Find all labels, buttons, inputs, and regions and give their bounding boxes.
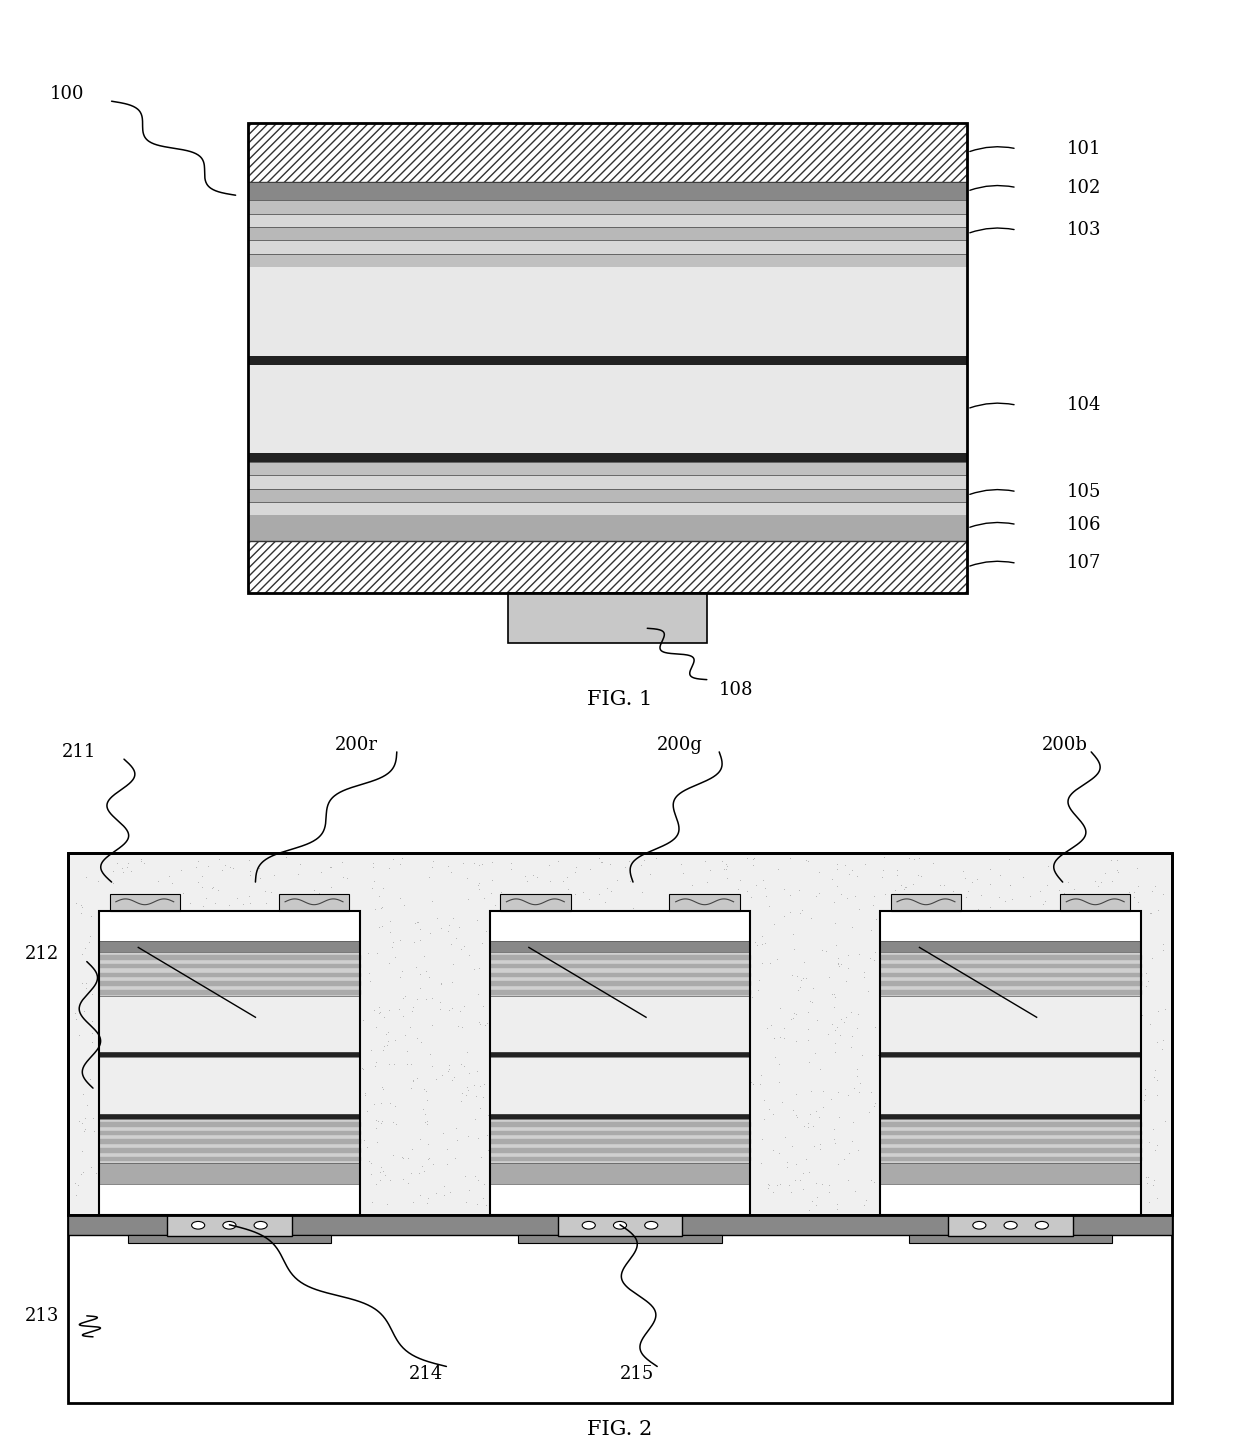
Bar xyxy=(490,1057,750,1113)
Bar xyxy=(248,214,967,227)
Bar xyxy=(518,1235,722,1244)
Bar xyxy=(508,593,707,643)
Bar xyxy=(248,356,967,364)
Bar xyxy=(490,1119,750,1163)
Bar xyxy=(490,911,750,941)
Bar xyxy=(880,911,1141,1215)
Bar xyxy=(99,1119,360,1163)
Bar xyxy=(128,1235,331,1244)
Circle shape xyxy=(223,1222,236,1229)
Text: 103: 103 xyxy=(1066,221,1101,239)
Bar xyxy=(109,894,180,911)
Bar xyxy=(248,268,967,356)
Text: 200g: 200g xyxy=(657,736,703,753)
Bar xyxy=(490,953,750,996)
Bar xyxy=(670,894,740,911)
Circle shape xyxy=(645,1222,657,1229)
Circle shape xyxy=(1035,1222,1048,1229)
Bar xyxy=(68,1215,1172,1235)
Bar xyxy=(880,996,1141,1053)
Bar xyxy=(880,1053,1141,1057)
Bar xyxy=(500,894,570,911)
Bar xyxy=(880,1113,1141,1119)
Bar xyxy=(490,1113,750,1119)
Bar xyxy=(279,894,350,911)
Bar xyxy=(248,182,967,201)
Bar xyxy=(68,853,1172,1215)
Bar xyxy=(68,853,1172,1215)
Bar xyxy=(490,1053,750,1057)
Bar xyxy=(880,1163,1141,1184)
Bar xyxy=(248,541,967,593)
Bar xyxy=(99,1053,360,1057)
Bar xyxy=(248,489,967,502)
Bar xyxy=(99,941,360,953)
Text: 107: 107 xyxy=(1066,554,1101,573)
Bar xyxy=(880,1184,1141,1215)
Bar xyxy=(248,463,967,476)
Bar xyxy=(490,911,750,1215)
Bar xyxy=(248,364,967,453)
Bar xyxy=(880,941,1141,953)
Bar xyxy=(248,240,967,253)
Bar xyxy=(248,201,967,214)
Bar xyxy=(490,1184,750,1215)
Bar xyxy=(99,911,360,941)
Bar xyxy=(880,1057,1141,1113)
Text: 213: 213 xyxy=(25,1307,60,1325)
Circle shape xyxy=(1004,1222,1017,1229)
Bar xyxy=(248,253,967,268)
Text: 108: 108 xyxy=(719,681,754,700)
Bar xyxy=(248,227,967,240)
Text: 105: 105 xyxy=(1066,483,1101,500)
Bar xyxy=(248,502,967,515)
Bar xyxy=(880,911,1141,941)
Text: 211: 211 xyxy=(62,743,97,761)
Bar xyxy=(248,453,967,463)
Bar xyxy=(949,1215,1073,1236)
Text: 200r: 200r xyxy=(335,736,378,753)
Circle shape xyxy=(192,1222,205,1229)
Bar xyxy=(880,953,1141,996)
Bar xyxy=(909,1235,1112,1244)
Bar xyxy=(890,894,961,911)
Text: FIG. 2: FIG. 2 xyxy=(588,1420,652,1439)
Bar xyxy=(99,996,360,1053)
Text: 102: 102 xyxy=(1066,179,1101,197)
Circle shape xyxy=(254,1222,267,1229)
Bar xyxy=(490,1163,750,1184)
Bar xyxy=(99,1113,360,1119)
Bar xyxy=(99,1184,360,1215)
Bar xyxy=(99,953,360,996)
Bar xyxy=(248,123,967,593)
Text: 214: 214 xyxy=(409,1365,444,1382)
Text: 212: 212 xyxy=(25,946,60,963)
Text: 100: 100 xyxy=(50,85,84,103)
Text: 106: 106 xyxy=(1066,516,1101,534)
Bar xyxy=(248,476,967,489)
Text: 104: 104 xyxy=(1066,396,1101,414)
Text: 101: 101 xyxy=(1066,140,1101,158)
Circle shape xyxy=(583,1222,595,1229)
Bar xyxy=(1060,894,1131,911)
Bar xyxy=(68,1215,1172,1403)
Bar xyxy=(248,123,967,182)
Bar xyxy=(99,911,360,1215)
Bar xyxy=(558,1215,682,1236)
Text: 215: 215 xyxy=(620,1365,655,1382)
Bar xyxy=(880,1119,1141,1163)
Circle shape xyxy=(614,1222,626,1229)
Text: FIG. 1: FIG. 1 xyxy=(588,690,652,709)
Bar xyxy=(99,1057,360,1113)
Bar xyxy=(99,1163,360,1184)
Circle shape xyxy=(973,1222,986,1229)
Text: 200b: 200b xyxy=(1042,736,1087,753)
Bar xyxy=(490,941,750,953)
Bar xyxy=(167,1215,291,1236)
Bar xyxy=(490,996,750,1053)
Bar xyxy=(248,515,967,541)
